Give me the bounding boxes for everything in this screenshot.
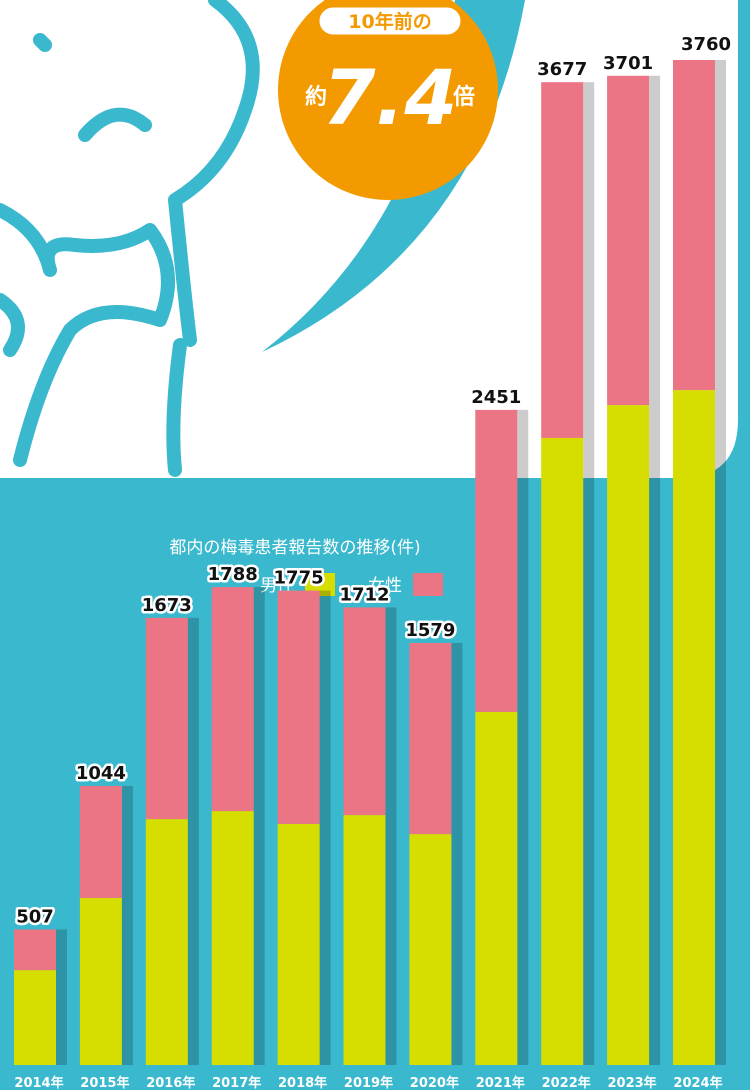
total-label: 1673 [142,595,192,616]
bar-segment [212,811,254,1065]
bar-shadow [254,587,265,1065]
bar-segment [278,591,320,824]
total-label: 1788 [208,564,258,585]
total-label: 3677 [537,59,587,80]
total-label: 1775 [274,568,324,589]
bar-segment [541,82,583,438]
bar-segment [409,643,451,834]
bar-shadow [583,82,594,1065]
total-label: 3701 [603,53,653,74]
total-label: 1044 [76,763,126,784]
total-label: 1579 [405,620,455,641]
x-tick-label: 2015年 [80,1075,129,1090]
x-tick-label: 2024年 [673,1075,722,1090]
bar-segment [80,786,122,898]
x-tick-label: 2023年 [608,1075,657,1090]
x-tick-label: 2016年 [146,1075,195,1090]
bar-shadow [56,929,67,1065]
x-tick-label: 2021年 [476,1075,525,1090]
bar-segment [146,618,188,819]
bar-segment [541,438,583,1065]
bar-segment [80,898,122,1065]
bar-segment [14,970,56,1065]
bar-shadow [649,76,660,1065]
bar-shadow [320,591,331,1065]
x-tick-label: 2020年 [410,1075,459,1090]
x-tick-label: 2014年 [14,1075,63,1090]
badge-text: 10年前の [348,10,431,33]
bar-shadow [715,60,726,1065]
bar-segment [278,824,320,1065]
bar-shadow [122,786,133,1065]
bar-segment [14,929,56,970]
total-label: 1712 [339,584,389,605]
bar-segment [607,76,649,405]
bar-segment [212,587,254,811]
x-tick-label: 2018年 [278,1075,327,1090]
bar-shadow [517,410,528,1065]
bar-shadow [188,618,199,1065]
x-tick-label: 2022年 [542,1075,591,1090]
infographic: 10年前の 約 7.4 倍 都内の梅毒患者報告数の推移(件) 男性女性50720… [0,0,750,1090]
bar-segment [673,60,715,390]
bar-segment [673,390,715,1065]
chart-title: 都内の梅毒患者報告数の推移(件) [169,538,420,558]
bar-shadow [386,607,397,1065]
legend-swatch [413,573,443,596]
badge-suffix: 倍 [453,84,475,110]
bar-segment [344,815,386,1065]
bar-segment [344,607,386,815]
bar-segment [475,410,517,712]
bar-segment [409,834,451,1065]
total-label: 2451 [471,387,521,408]
x-tick-label: 2017年 [212,1075,261,1090]
bar-segment [607,405,649,1065]
bar-segment [475,712,517,1065]
x-tick-label: 2019年 [344,1075,393,1090]
total-label: 3760 [681,34,731,55]
badge-ratio: 7.4 [323,53,458,142]
bar-segment [146,819,188,1065]
total-label: 507 [16,906,54,927]
bar-shadow [451,643,462,1065]
